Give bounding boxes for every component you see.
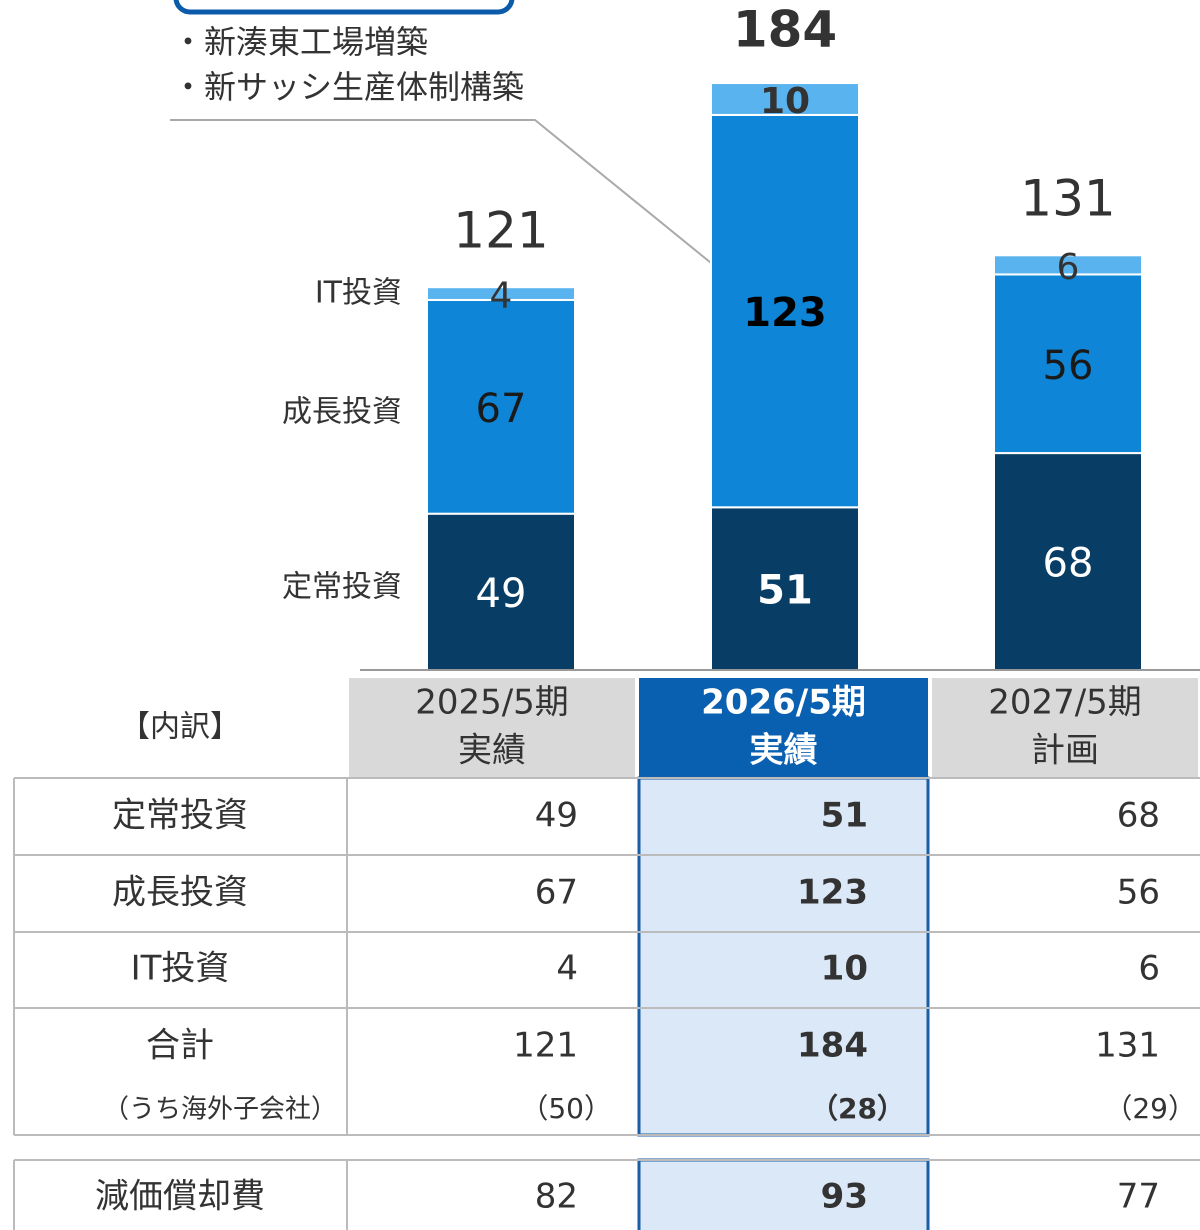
table-value: 10 — [821, 949, 868, 989]
bar-segment — [993, 273, 1143, 455]
category-sublabel: 実績 — [750, 731, 818, 771]
table-value: 123 — [797, 873, 868, 913]
bar-segment — [426, 512, 576, 671]
table-value: 121 — [513, 1026, 578, 1066]
annotation-line: ・新サッシ生産体制構築 — [172, 68, 524, 106]
bar-value-label: 67 — [476, 386, 527, 432]
row-label: 成長投資 — [112, 873, 248, 913]
bar-segment — [710, 113, 860, 509]
table-value: 67 — [535, 873, 578, 913]
table-value: 77 — [1117, 1177, 1160, 1217]
table-value: 82 — [535, 1177, 578, 1217]
bar-total-label: 121 — [453, 202, 548, 260]
bar-segment — [426, 286, 576, 301]
bar-value-label: 123 — [743, 290, 827, 336]
table-value: （50） — [520, 1092, 612, 1125]
table-value: （28） — [810, 1092, 905, 1125]
table-value: 51 — [821, 796, 868, 836]
table-value: 6 — [1138, 949, 1160, 989]
category-sublabel: 計画 — [1031, 731, 1099, 771]
bar-segment — [993, 254, 1143, 276]
row-sublabel: （うち海外子会社） — [103, 1095, 337, 1125]
category-label: 2027/5期 — [988, 683, 1142, 723]
highlight-body — [637, 776, 930, 1137]
bar-total-label: 184 — [733, 1, 837, 59]
bar-value-label: 56 — [1043, 343, 1094, 389]
row-label: 合計 — [146, 1026, 214, 1066]
series-label: IT投資 — [315, 276, 402, 311]
bar-segment — [710, 82, 860, 116]
series-label: 定常投資 — [282, 570, 402, 605]
category-label: 2025/5期 — [415, 683, 569, 723]
annotation-line: ・新湊東工場増築 — [172, 23, 428, 61]
table-value: 68 — [1117, 796, 1160, 836]
row-label: 減価償却費 — [95, 1177, 265, 1217]
annotation-leader — [170, 119, 733, 281]
bar-segment — [426, 298, 576, 515]
table-header: 【内訳】 — [120, 710, 240, 745]
table-value: 4 — [556, 949, 578, 989]
bar-value-label: 51 — [757, 568, 813, 614]
row-label: IT投資 — [131, 949, 230, 989]
table-value: 49 — [535, 796, 578, 836]
header-cell — [639, 678, 928, 778]
table-value: 131 — [1095, 1026, 1160, 1066]
callout-box — [173, 0, 515, 15]
highlight-body — [637, 1158, 930, 1230]
row-label: 定常投資 — [112, 796, 248, 836]
table-value: 184 — [797, 1026, 868, 1066]
bar-value-label: 49 — [476, 571, 527, 617]
table-value: 56 — [1117, 873, 1160, 913]
bar-value-label: 10 — [760, 81, 810, 122]
table-value: 93 — [821, 1177, 868, 1217]
bar-value-label: 4 — [490, 276, 513, 317]
bar-value-label: 6 — [1057, 247, 1080, 288]
category-sublabel: 実績 — [458, 731, 526, 771]
bar-total-label: 131 — [1020, 170, 1115, 228]
table-value: （29） — [1104, 1092, 1196, 1125]
bar-value-label: 68 — [1043, 541, 1094, 587]
category-label: 2026/5期 — [701, 683, 866, 723]
header-cell — [932, 678, 1198, 778]
header-cell — [349, 678, 635, 778]
series-label: 成長投資 — [282, 395, 402, 430]
